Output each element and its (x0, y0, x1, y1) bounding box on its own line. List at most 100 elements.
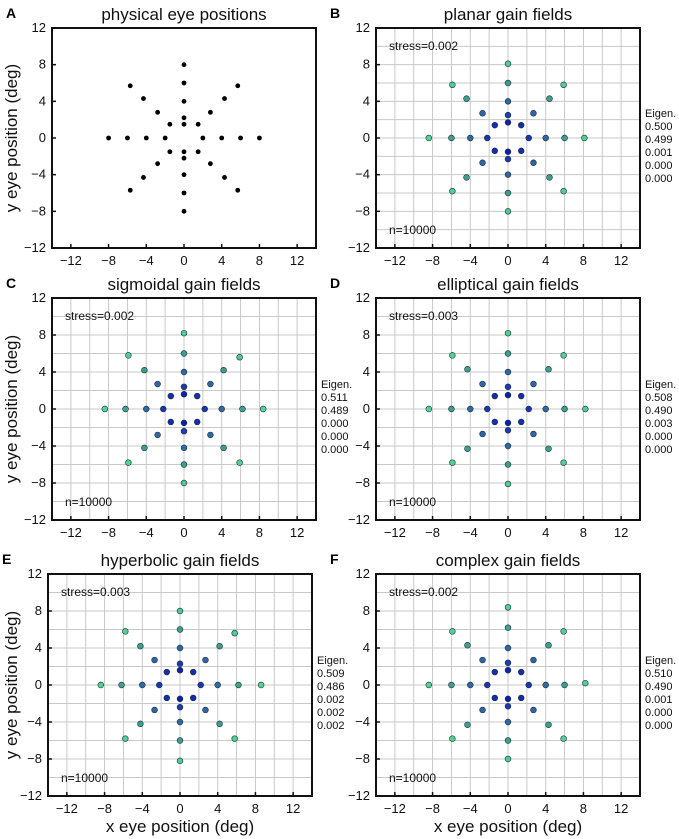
y-tick-label: 12 (32, 290, 46, 305)
data-point (220, 444, 227, 452)
data-point (180, 479, 188, 487)
data-point (504, 119, 512, 126)
data-point (504, 624, 512, 631)
eigenvalue: 0.002 (317, 720, 345, 732)
data-point (236, 459, 243, 466)
data-point (125, 459, 132, 466)
y-tick-label: −8 (355, 751, 370, 766)
eigenvalue: 0.500 (645, 121, 673, 133)
eigenvalue: 0.000 (645, 444, 673, 456)
data-point (491, 668, 498, 676)
y-tick-label: 8 (39, 57, 46, 72)
data-point (200, 135, 206, 141)
y-tick-label: 0 (39, 130, 46, 145)
panel-label: B (330, 5, 340, 21)
eigen-header: Eigen. (645, 108, 676, 120)
y-tick-label: −12 (348, 240, 370, 255)
data-point (181, 121, 187, 127)
x-tick-label: 8 (252, 801, 259, 816)
data-point (504, 329, 512, 337)
data-point (582, 679, 589, 687)
data-point (484, 134, 491, 142)
data-point (504, 98, 512, 105)
data-point (97, 681, 105, 689)
y-axis-label: y eye position (deg) (2, 611, 21, 759)
data-point (479, 110, 486, 117)
data-point (504, 155, 512, 163)
data-point (156, 681, 163, 689)
data-point (545, 721, 552, 728)
data-point (235, 681, 242, 689)
data-point (101, 405, 109, 413)
data-point (517, 694, 525, 702)
data-point (504, 737, 512, 744)
data-point (260, 405, 267, 413)
data-point (257, 681, 265, 689)
x-tick-label: 8 (580, 801, 587, 816)
data-point (504, 755, 512, 763)
data-point (448, 681, 455, 689)
x-tick-label: −4 (139, 253, 154, 268)
data-point (464, 445, 471, 452)
data-point (530, 159, 537, 166)
data-point (504, 659, 512, 666)
data-point (504, 79, 512, 87)
data-point (504, 208, 512, 215)
data-point (167, 149, 173, 155)
x-tick-label: 8 (580, 253, 587, 268)
data-point (162, 135, 168, 141)
data-point (167, 121, 173, 127)
data-point (181, 115, 187, 121)
y-tick-label: 8 (363, 327, 370, 342)
y-tick-label: 4 (363, 640, 370, 655)
data-point (517, 147, 525, 155)
eigenvalue: 0.486 (317, 681, 345, 693)
data-point (222, 175, 227, 180)
plot-frame (51, 27, 317, 249)
data-point (122, 405, 129, 413)
panel-title: complex gain fields (436, 551, 581, 570)
data-point (236, 354, 243, 361)
eigenvalue: 0.489 (321, 405, 349, 417)
data-point (176, 695, 184, 703)
y-tick-label: 4 (39, 93, 46, 108)
data-point (491, 694, 498, 702)
x-tick-label: 4 (542, 525, 549, 540)
eigen-header: Eigen. (645, 655, 676, 667)
y-tick-label: −8 (31, 203, 46, 218)
data-point (491, 147, 498, 155)
data-point (525, 681, 532, 689)
data-point (143, 135, 149, 141)
data-point (195, 121, 201, 127)
y-axis-label: y eye position (deg) (2, 335, 21, 483)
x-tick-label: 0 (180, 525, 187, 540)
data-point (190, 694, 197, 702)
data-point (425, 134, 432, 142)
data-point (479, 656, 486, 664)
data-point (180, 391, 188, 398)
data-point (141, 175, 146, 180)
x-tick-label: 4 (542, 801, 549, 816)
data-point (560, 187, 567, 195)
data-point (216, 720, 223, 728)
data-point (560, 81, 567, 89)
y-tick-label: −4 (355, 167, 370, 182)
eigenvalue: 0.000 (645, 707, 673, 719)
x-tick-label: −8 (97, 801, 112, 816)
data-point (517, 668, 525, 676)
data-point (127, 83, 133, 89)
data-point (219, 135, 225, 141)
y-tick-label: −8 (355, 203, 370, 218)
y-tick-label: −4 (355, 438, 370, 453)
y-tick-label: 4 (363, 93, 370, 108)
data-point (530, 380, 537, 388)
data-point (143, 405, 150, 413)
data-point (530, 430, 537, 438)
data-point (141, 366, 148, 374)
y-tick-label: 12 (28, 566, 42, 581)
x-tick-label: 4 (542, 253, 549, 268)
panel-label: A (6, 5, 16, 21)
data-point (504, 703, 512, 710)
data-point (118, 681, 125, 689)
